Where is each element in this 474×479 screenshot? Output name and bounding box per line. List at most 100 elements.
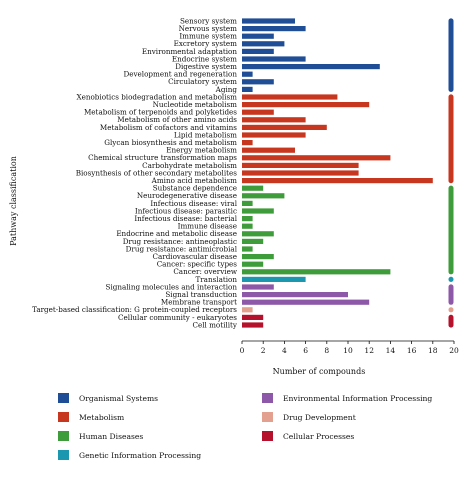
x-tick-label: 8 <box>324 346 329 355</box>
legend-item: Human Diseases <box>58 431 143 441</box>
category-label: Substance dependence <box>153 184 237 193</box>
category-label: Energy metabolism <box>166 146 237 155</box>
bar <box>242 117 306 123</box>
x-tick-label: 2 <box>261 346 266 355</box>
category-label: Aging <box>215 85 238 94</box>
category-label: Drug resistance: antimicrobial <box>126 244 238 253</box>
category-label: Environmental adaptation <box>142 47 238 56</box>
legend-swatch <box>58 431 69 441</box>
category-label: Infectious disease: viral <box>150 199 237 208</box>
category-label: Target-based classification: G protein-c… <box>32 305 237 314</box>
bars-layer <box>242 18 433 328</box>
bar <box>242 124 327 130</box>
bar <box>242 86 253 92</box>
category-label: Xenobiotics biodegradation and metabolis… <box>76 92 237 101</box>
bar <box>242 314 264 320</box>
bar <box>242 140 253 146</box>
x-tick-label: 14 <box>386 346 396 355</box>
bar <box>242 322 264 328</box>
legend-label: Environmental Information Processing <box>283 393 433 403</box>
category-label: Biosynthesis of other secondary metaboli… <box>76 168 238 177</box>
legend-item: Metabolism <box>58 412 124 422</box>
category-label: Translation <box>195 275 237 284</box>
bar <box>242 208 274 214</box>
category-label: Lipid metabolism <box>174 130 237 139</box>
bar-chart: Pathway classification Number of compoun… <box>9 16 459 376</box>
x-tick-label: 20 <box>449 346 459 355</box>
category-label: Digestive system <box>175 62 237 71</box>
bar <box>242 102 370 108</box>
x-tick-label: 12 <box>364 346 374 355</box>
bar <box>242 56 306 62</box>
x-tick-label: 6 <box>303 346 308 355</box>
category-label: Circulatory system <box>168 77 237 86</box>
group-indicator <box>448 276 454 282</box>
category-label: Membrane transport <box>161 298 237 307</box>
category-label: Immune system <box>179 32 237 41</box>
group-indicator <box>448 307 454 313</box>
category-label: Cell motility <box>192 320 237 329</box>
legend-label: Human Diseases <box>79 431 144 441</box>
category-label: Signal transduction <box>165 290 237 299</box>
bar <box>242 155 391 161</box>
legend-item: Environmental Information Processing <box>262 393 432 403</box>
legend-label: Cellular Processes <box>283 431 355 441</box>
category-label: Excretory system <box>174 39 238 48</box>
bar <box>242 276 306 282</box>
bar <box>242 48 274 54</box>
bar <box>242 299 370 305</box>
bar <box>242 269 391 275</box>
group-indicator-layer <box>448 18 454 328</box>
bar <box>242 254 274 260</box>
category-label: Metabolism of cofactors and vitamins <box>100 123 237 132</box>
category-label: Glycan biosynthesis and metabolism <box>104 138 237 147</box>
x-tick-label: 4 <box>282 346 287 355</box>
y-axis-title: Pathway classification <box>9 156 18 246</box>
legend-swatch <box>58 450 69 460</box>
bar <box>242 41 285 47</box>
x-tick-label: 10 <box>343 346 353 355</box>
group-indicator <box>448 314 454 328</box>
bar <box>242 193 285 199</box>
x-tick-label: 16 <box>407 346 417 355</box>
bar <box>242 162 359 168</box>
bar <box>242 26 306 32</box>
category-label: Infectious disease: parasitic <box>135 206 237 215</box>
category-label: Neurodegenerative disease <box>137 191 237 200</box>
legend-item: Drug Development <box>262 412 356 422</box>
category-label: Signaling molecules and interaction <box>106 282 238 291</box>
category-label: Nervous system <box>179 24 238 33</box>
legend-swatch <box>262 393 273 403</box>
bar <box>242 216 253 222</box>
legend-label: Drug Development <box>283 412 356 422</box>
legend-label: Genetic Information Processing <box>79 450 202 460</box>
bar <box>242 132 306 138</box>
bar <box>242 284 274 290</box>
bar <box>242 238 264 244</box>
bar <box>242 246 253 252</box>
bar <box>242 223 253 229</box>
bar <box>242 178 433 184</box>
legend-item: Cellular Processes <box>262 431 354 441</box>
bar <box>242 185 264 191</box>
category-label: Chemical structure transformation maps <box>88 153 237 162</box>
bar <box>242 18 295 24</box>
bar <box>242 33 274 39</box>
bar <box>242 292 348 298</box>
x-axis: 0 2 4 6 8 10 12 14 16 18 20 <box>240 340 459 355</box>
legend-item: Organismal Systems <box>58 393 158 403</box>
category-label: Development and regeneration <box>123 70 237 79</box>
group-indicator <box>448 18 454 92</box>
legend-label: Organismal Systems <box>79 393 159 403</box>
group-indicator <box>448 284 454 305</box>
category-label: Sensory system <box>180 16 237 25</box>
category-label: Endocrine system <box>172 54 237 63</box>
bar <box>242 170 359 176</box>
bar <box>242 147 295 153</box>
legend-swatch <box>58 412 69 422</box>
legend-swatch <box>262 412 273 422</box>
category-label: Nucleotide metabolism <box>153 100 238 109</box>
category-label: Cancer: overview <box>173 267 238 276</box>
legend-swatch <box>58 393 69 403</box>
legend-label: Metabolism <box>79 412 125 422</box>
